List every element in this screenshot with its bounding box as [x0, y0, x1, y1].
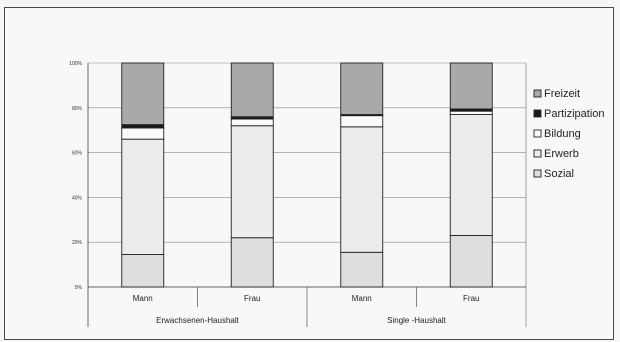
- bar-segment-bildung: [449, 110, 493, 115]
- legend-swatch-freizeit: [533, 89, 542, 98]
- legend-swatch-partizipation: [533, 109, 542, 118]
- bar-segment-freizeit: [121, 62, 165, 126]
- legend: Freizeit Partizipation Bildung Erwerb Sozial: [533, 88, 605, 180]
- bar-segment-bildung: [121, 127, 165, 140]
- bar-segment-erwerb: [121, 138, 165, 255]
- legend-label-erwerb: Erwerb: [544, 148, 579, 160]
- legend-label-freizeit: Freizeit: [544, 88, 580, 100]
- y-tick-label: 100%: [69, 61, 82, 67]
- x-category-label: Mann: [352, 294, 372, 303]
- bar-segment-partizipation: [121, 124, 165, 129]
- bar-segment-erwerb: [449, 114, 493, 236]
- legend-swatch-sozial: [533, 169, 542, 178]
- bar-segment-erwerb: [340, 126, 384, 253]
- bar-segment-sozial: [449, 235, 493, 288]
- y-tick-label: 40%: [72, 195, 83, 201]
- legend-swatch-bildung: [533, 129, 542, 138]
- bar-segment-freizeit: [230, 62, 274, 118]
- bars: [121, 62, 493, 288]
- legend-label-bildung: Bildung: [544, 128, 581, 140]
- y-tick-label: 20%: [72, 240, 83, 246]
- legend-label-partizipation: Partizipation: [544, 108, 605, 120]
- bar-segment-freizeit: [449, 62, 493, 110]
- chart-frame: [4, 7, 614, 340]
- x-category-label: Frau: [244, 294, 260, 303]
- bar-segment-bildung: [340, 115, 384, 128]
- bar-segment-bildung: [230, 118, 274, 127]
- bar-segment-sozial: [230, 237, 274, 288]
- x-category-label: Mann: [133, 294, 153, 303]
- y-tick-label: 60%: [72, 151, 83, 157]
- x-axis-categories: Mann Frau Mann Frau Erwachsenen-Haushalt Sing…: [133, 287, 479, 327]
- bar-segment-sozial: [340, 251, 384, 288]
- y-tick-label: 0%: [75, 285, 83, 291]
- bar-segment-freizeit: [340, 62, 384, 115]
- legend-label-sozial: Sozial: [544, 168, 574, 180]
- legend-swatch-erwerb: [533, 149, 542, 158]
- x-group-label: Single -Haushalt: [387, 316, 446, 325]
- y-axis-ticks: 0% 20% 40% 60% 80% 100%: [69, 61, 82, 291]
- x-group-label: Erwachsenen-Haushalt: [156, 316, 239, 325]
- bar-segment-erwerb: [230, 125, 274, 239]
- y-tick-label: 80%: [72, 106, 83, 112]
- bar-segment-sozial: [121, 254, 165, 288]
- x-category-label: Frau: [463, 294, 479, 303]
